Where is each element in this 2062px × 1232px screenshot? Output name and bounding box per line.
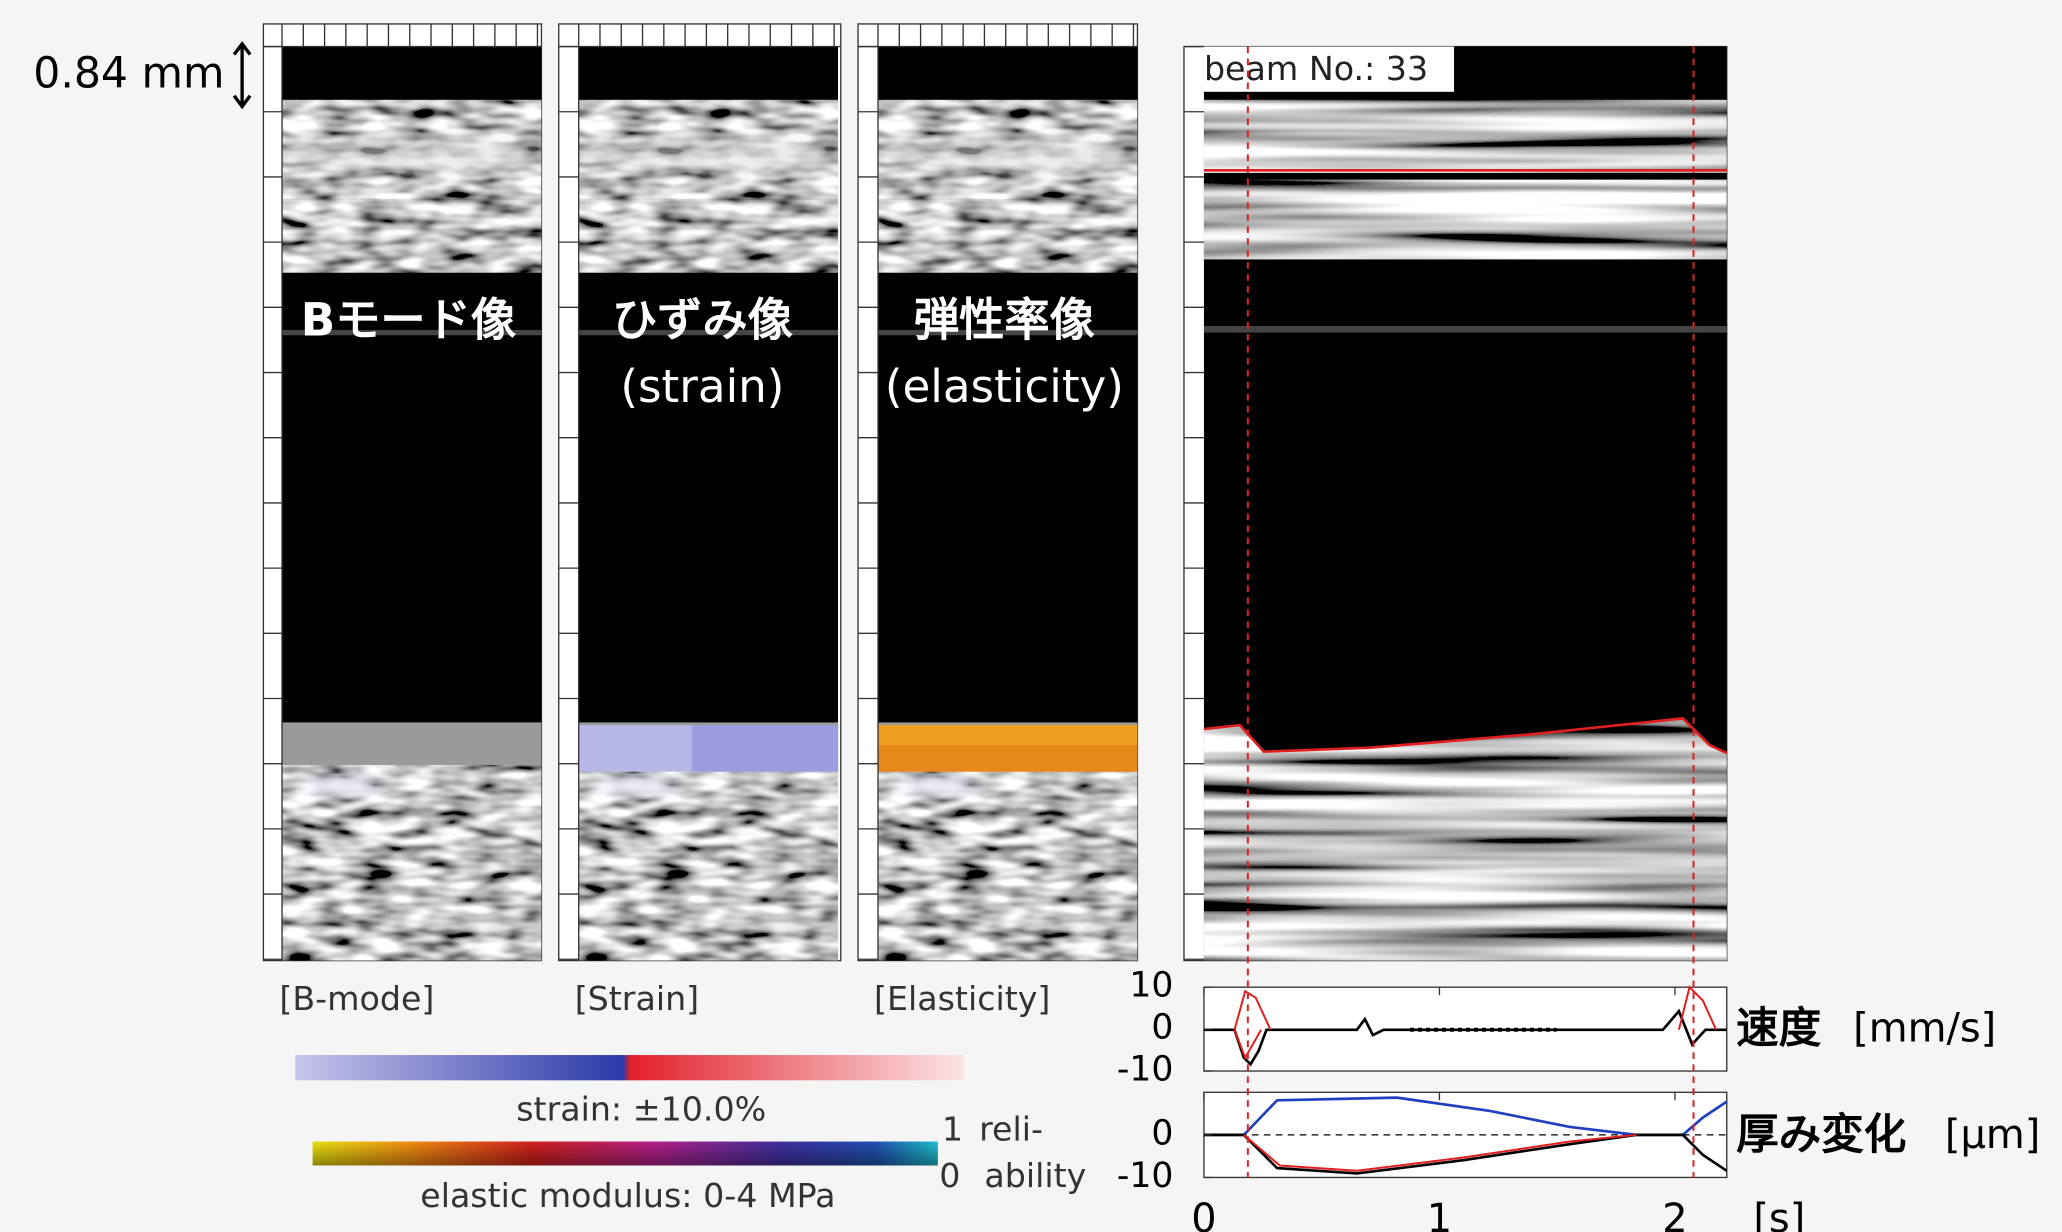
mmode-wall — [1204, 718, 1727, 960]
strain-overlay — [692, 725, 838, 772]
velocity-name: 速度 — [1736, 1004, 1822, 1054]
mmode-band — [1204, 180, 1727, 260]
y-tick-label: 0 — [1151, 1008, 1173, 1048]
y-tick-label: -10 — [1117, 1050, 1173, 1090]
x-unit: [s] — [1753, 1196, 1805, 1232]
panel-title: ひずみ像 — [612, 293, 794, 346]
panel-subtitle: (elasticity) — [885, 360, 1124, 413]
reliability-shade — [313, 1142, 938, 1166]
panel-elasticity: 弾性率像 (elasticity) [Elasticity] — [858, 24, 1144, 1018]
panel-title: 弾性率像 — [914, 293, 1096, 346]
x-tick-label: 0 — [1191, 1196, 1216, 1232]
mmode-band — [1204, 100, 1727, 173]
panel-title: Bモード像 — [301, 293, 517, 346]
reliability-top: 1 — [942, 1109, 963, 1148]
panel-strain: ひずみ像 (strain) [Strain] — [559, 24, 845, 1018]
reliability-label: ability — [984, 1156, 1086, 1195]
panel-caption: [Strain] — [575, 979, 699, 1018]
panel-caption: [B-mode] — [279, 979, 434, 1018]
scale-bar-label: 0.84 mm — [33, 48, 224, 98]
strain-label: strain: ±10.0% — [516, 1089, 766, 1128]
mmode-band — [1204, 326, 1727, 333]
panel-caption: [Elasticity] — [874, 979, 1050, 1018]
y-tick-label: -10 — [1117, 1156, 1173, 1196]
figure: 0.84 mm Bモード像 [B-mode] ひずみ像 (strain) [St… — [0, 0, 2062, 1232]
panel-bmode: Bモード像 [B-mode] — [263, 24, 548, 1018]
reliability-bottom: 0 — [939, 1156, 960, 1195]
x-tick-label: 1 — [1427, 1196, 1452, 1232]
reliability-label: reli- — [979, 1109, 1043, 1148]
velocity-unit: [mm/s] — [1853, 1006, 1996, 1052]
thickness-name: 厚み変化 — [1736, 1110, 1906, 1160]
strain-colorbar — [295, 1055, 964, 1080]
thickness-unit: [μm] — [1945, 1112, 2040, 1158]
strain-image — [579, 47, 845, 961]
bmode-image — [282, 47, 548, 961]
mmode-panel: beam No.: 33 — [1184, 47, 1727, 961]
scale-arrow — [234, 44, 250, 107]
elastic-label: elastic modulus: 0-4 MPa — [420, 1176, 835, 1215]
beam-label: beam No.: 33 — [1204, 49, 1428, 88]
x-tick-label: 2 — [1662, 1196, 1687, 1232]
y-tick-label: 10 — [1129, 966, 1173, 1006]
y-tick-label: 0 — [1151, 1113, 1173, 1153]
panel-subtitle: (strain) — [620, 360, 784, 413]
elasticity-image — [878, 47, 1144, 961]
elasticity-overlay — [878, 745, 1137, 772]
